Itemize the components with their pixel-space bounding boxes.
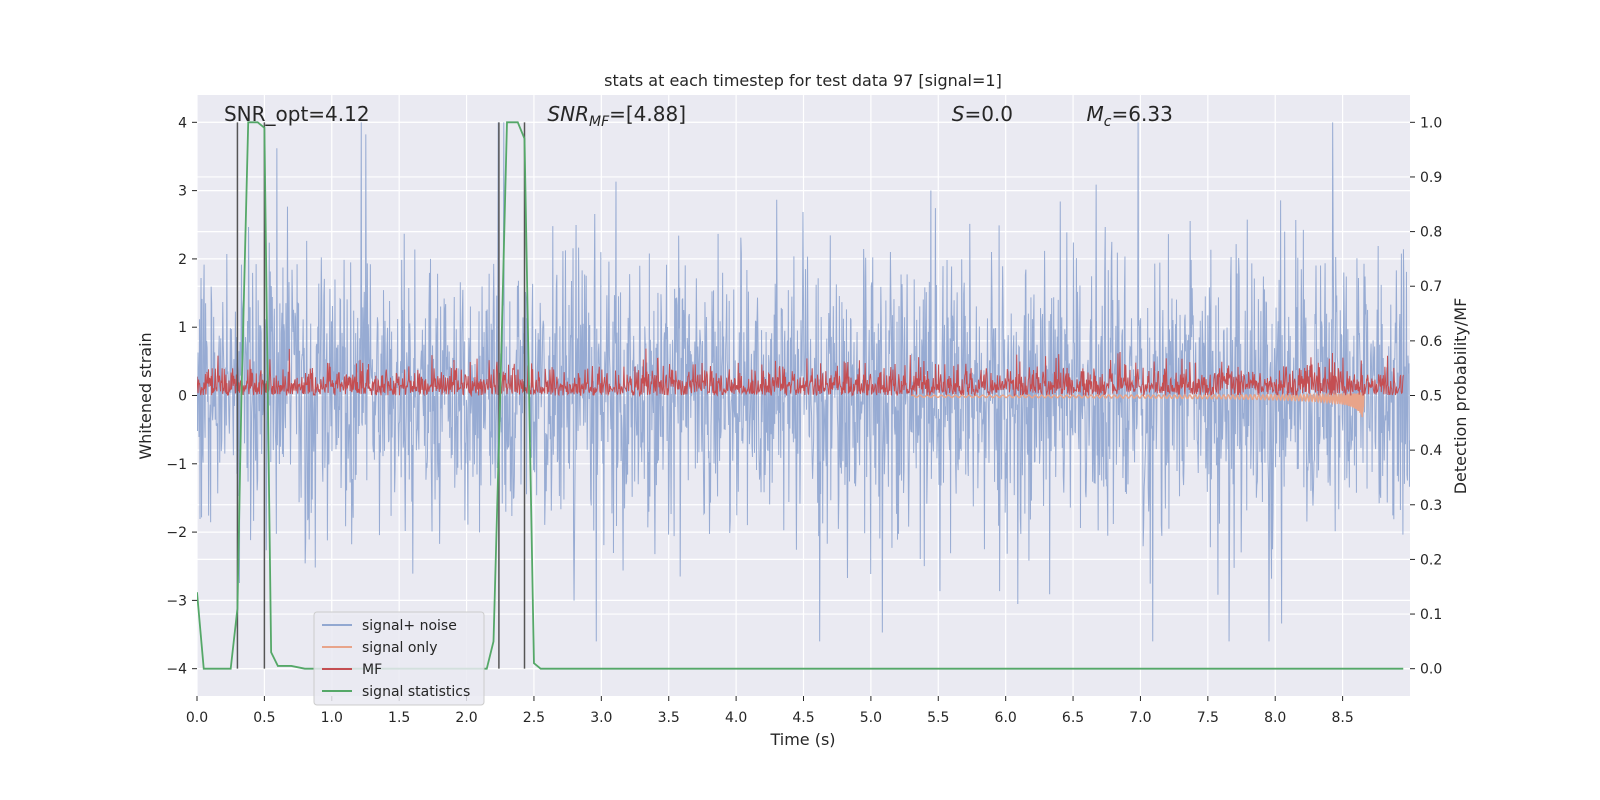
annotation-main: M [1087, 102, 1104, 126]
y-right-tick-label: 0.9 [1420, 170, 1442, 186]
series-signal-plus-noise [197, 122, 1410, 642]
x-tick-label: 6.5 [1062, 710, 1084, 726]
annotation-subscript: MF [589, 114, 610, 130]
annotation-main: SNR_opt=4.12 [224, 102, 370, 126]
legend-box [313, 611, 485, 706]
y-right-tick-label: 0.0 [1420, 662, 1442, 678]
series-mf [197, 348, 1404, 398]
x-axis-title: Time (s) [769, 730, 835, 749]
annotation-value: =6.33 [1112, 102, 1173, 126]
x-tick-label: 5.0 [860, 710, 882, 726]
x-tick-label: 3.0 [590, 710, 612, 726]
y-right-tick-label: 0.5 [1420, 389, 1442, 405]
y-right-tick-label: 0.6 [1420, 334, 1442, 350]
y-right-tick-label: 0.7 [1420, 279, 1442, 295]
x-tick-label: 2.5 [523, 710, 545, 726]
y-left-tick-label: −2 [166, 525, 187, 541]
y-axis-right-title: Detection probability/MF [1451, 298, 1470, 495]
y-right-tick-label: 0.3 [1420, 498, 1442, 514]
x-tick-label: 3.5 [658, 710, 680, 726]
annotation-label: S=0.0 [952, 102, 1013, 126]
series-signal-statistics [197, 121, 1404, 670]
y-right-tick-label: 0.8 [1420, 225, 1442, 241]
y-left-tick-label: 4 [178, 115, 187, 131]
y-left-tick-label: −4 [166, 662, 187, 678]
plot-area [197, 121, 1410, 670]
x-axis-ticks: 0.0 0.5 1.0 1.5 2.0 2.5 3.0 3.5 4.0 4.5 5.0 5.5 6.0 6… [186, 696, 1354, 726]
x-tick-label: 6.0 [995, 710, 1017, 726]
y-left-tick-label: 3 [178, 184, 187, 200]
y-left-tick-label: −3 [166, 593, 187, 609]
annotation-label: SNRMF=[4.88] [547, 102, 686, 130]
legend-label: signal only [362, 640, 437, 656]
series-signal-only [910, 390, 1365, 418]
y-axis-right-ticks: 1.0 0.9 0.8 0.7 0.6 0.5 0.4 0.3 0.2 0.1 0.0 [1410, 115, 1442, 678]
x-tick-label: 4.0 [725, 710, 747, 726]
x-tick-label: 4.5 [792, 710, 814, 726]
annotation-value: =[4.88] [609, 102, 686, 126]
legend-label: MF [362, 662, 382, 678]
legend-label: signal+ noise [362, 618, 457, 634]
annotation-main: S [952, 102, 965, 126]
y-axis-left-ticks: 4 3 2 1 0 −1 −2 −3 −4 [166, 115, 197, 678]
legend: signal+ noise signal only MF signal statist… [313, 611, 485, 706]
annotation-main: SNR [547, 102, 589, 126]
chart-title: stats at each timestep for test data 97 … [604, 71, 1002, 90]
x-tick-label: 1.5 [388, 710, 410, 726]
x-tick-label: 8.0 [1264, 710, 1286, 726]
x-tick-label: 7.5 [1197, 710, 1219, 726]
y-axis-left-title: Whitened strain [136, 332, 155, 459]
legend-label: signal statistics [362, 684, 470, 700]
annotation-value: =0.0 [964, 102, 1013, 126]
y-right-tick-label: 0.4 [1420, 443, 1442, 459]
y-right-tick-label: 0.1 [1420, 607, 1442, 623]
annotation-subscript: c [1104, 114, 1112, 130]
x-tick-label: 7.0 [1129, 710, 1151, 726]
annotation-label: Mc=6.33 [1087, 102, 1173, 130]
annotation-label: SNR_opt=4.12 [224, 102, 370, 126]
x-tick-label: 8.5 [1331, 710, 1353, 726]
x-tick-label: 2.0 [455, 710, 477, 726]
x-tick-label: 0.5 [253, 710, 275, 726]
x-tick-label: 1.0 [321, 710, 343, 726]
x-tick-label: 5.5 [927, 710, 949, 726]
y-left-tick-label: 1 [178, 320, 187, 336]
x-tick-label: 0.0 [186, 710, 208, 726]
y-left-tick-label: −1 [166, 457, 187, 473]
y-left-tick-label: 0 [178, 389, 187, 405]
y-right-tick-label: 0.2 [1420, 552, 1442, 568]
y-right-tick-label: 1.0 [1420, 115, 1442, 131]
annotations: SNR_opt=4.12 SNRMF=[4.88] S=0.0 Mc=6.33 [224, 102, 1173, 130]
y-left-tick-label: 2 [178, 252, 187, 268]
